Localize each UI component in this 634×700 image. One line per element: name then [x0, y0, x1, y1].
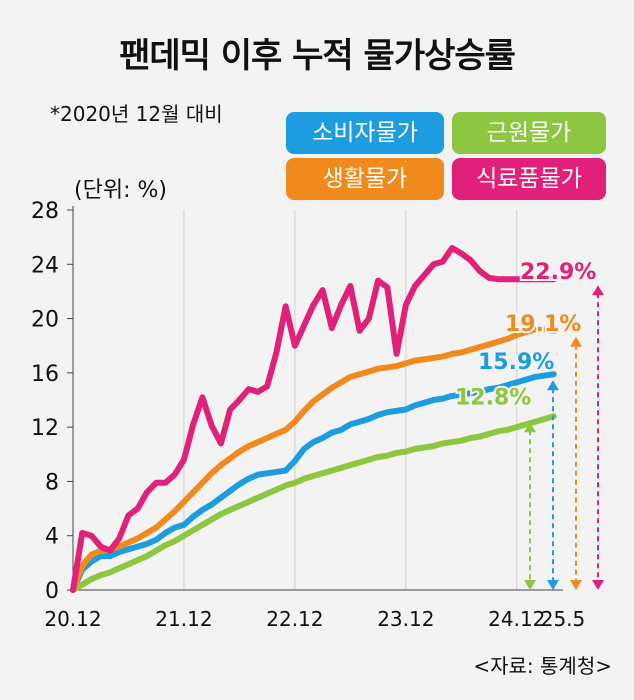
x-tick-label: 20.12	[44, 607, 101, 631]
arrow-head-down-consumer	[547, 580, 559, 590]
legend-consumer: 소비자물가	[286, 112, 444, 154]
y-tick-label: 4	[45, 525, 59, 550]
x-tick-label: 24.12	[488, 607, 545, 631]
value-label-food: 22.9%	[520, 260, 596, 285]
arrow-head-down-core	[524, 580, 536, 590]
unit-label: (단위: %)	[74, 178, 167, 203]
y-tick-label: 20	[31, 308, 59, 333]
y-tick-label: 8	[45, 470, 59, 495]
source-label: <자료: 통계청>	[473, 654, 612, 678]
x-tick-label: 23.12	[377, 607, 434, 631]
y-tick-label: 24	[31, 253, 59, 278]
arrow-head-up-core	[524, 422, 536, 433]
y-tick-label: 16	[31, 362, 59, 387]
arrow-head-up-consumer	[547, 380, 559, 391]
y-tick-label: 12	[31, 416, 59, 441]
legend-core: 근원물가	[452, 112, 606, 154]
chart-subtitle: *2020년 12월 대비	[50, 102, 223, 126]
arrow-head-up-living	[570, 336, 582, 347]
arrow-head-down-living	[570, 580, 582, 590]
x-tick-label: 22.12	[266, 607, 323, 631]
chart-title: 팬데믹 이후 누적 물가상승률	[119, 36, 516, 76]
value-label-living: 19.1%	[505, 312, 581, 337]
y-tick-label: 0	[45, 579, 59, 604]
y-tick-label: 28	[31, 199, 59, 224]
x-tick-label: 21.12	[155, 607, 212, 631]
legend-living: 생활물가	[286, 158, 444, 200]
series-line-consumer	[70, 371, 557, 593]
series-line-living	[70, 326, 557, 593]
value-label-consumer: 15.9%	[478, 350, 554, 375]
value-label-core: 12.8%	[455, 385, 531, 410]
arrow-head-down-food	[592, 580, 604, 590]
legend-food: 식료품물가	[452, 158, 606, 200]
series-line-core	[70, 413, 557, 593]
x-tick-label: 25.5	[541, 607, 586, 631]
arrow-head-up-food	[592, 285, 604, 296]
series-line-food	[70, 245, 557, 593]
